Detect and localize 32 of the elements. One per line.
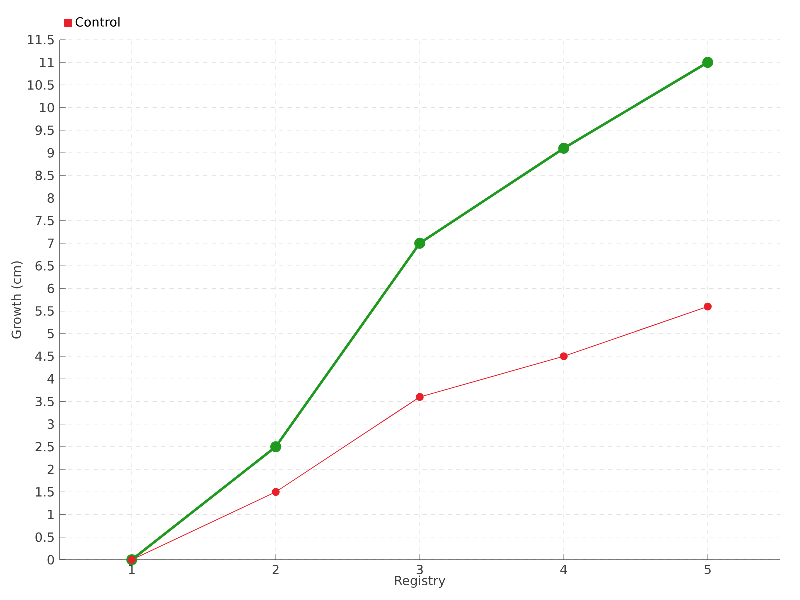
y-tick-label: 6.5 (36, 261, 54, 271)
y-tick-label: 6 (48, 284, 54, 294)
y-tick-label: 11.5 (28, 35, 54, 45)
y-tick-label: 10.5 (28, 80, 54, 90)
y-tick-label: 2 (48, 464, 54, 474)
x-tick-label: 1 (129, 564, 135, 574)
y-tick-label: 11 (40, 58, 54, 68)
y-tick-label: 0.5 (36, 532, 54, 542)
y-tick-label: 9.5 (36, 126, 54, 136)
y-tick-label: 8 (48, 193, 54, 204)
legend-label: Control (76, 17, 120, 27)
y-tick-label: 3 (48, 420, 54, 430)
x-tick-label: 3 (416, 564, 424, 575)
y-tick-label: 0 (48, 555, 54, 565)
x-tick-label: 2 (272, 564, 279, 574)
y-tick-label: 1.5 (36, 487, 54, 497)
x-tick-label: 4 (560, 564, 568, 574)
y-tick-label: 3.5 (36, 396, 54, 407)
y-tick-label: 4 (48, 374, 54, 384)
y-tick-label: 7 (48, 238, 54, 248)
y-tick-label: 1 (48, 510, 54, 520)
y-tick-label: 8.5 (36, 170, 54, 180)
y-tick-label: 10 (40, 103, 54, 113)
y-tick-label: 7.5 (36, 216, 54, 226)
y-tick-label: 4.5 (36, 352, 54, 362)
y-tick-label: 9 (48, 148, 54, 158)
x-tick-label: 5 (704, 564, 711, 574)
x-axis-title: Registry (395, 576, 446, 588)
y-axis-title: Growth (cm) (12, 262, 23, 339)
y-tick-label: 2.5 (36, 442, 54, 452)
y-tick-label: 5.5 (36, 306, 54, 316)
y-tick-label: 5 (48, 329, 54, 339)
